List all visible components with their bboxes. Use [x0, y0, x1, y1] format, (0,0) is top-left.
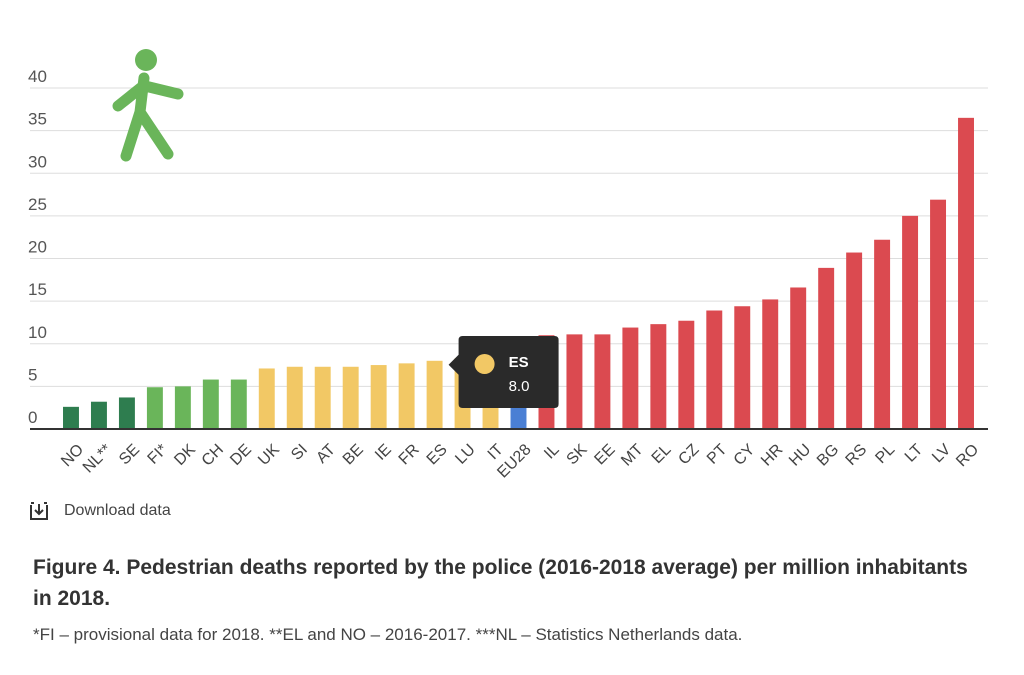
- bar-lt[interactable]: [902, 215, 919, 429]
- bar-hu[interactable]: [790, 287, 807, 429]
- y-axis-tick-labels: 0 5 10 15 20 25 30 35 40: [28, 67, 47, 427]
- tooltip: ES 8.0: [448, 336, 559, 408]
- bar-bg[interactable]: [818, 267, 835, 429]
- x-tick-label: AT: [313, 441, 339, 467]
- x-tick-label: BG: [814, 441, 842, 469]
- x-tick-label: NL**: [80, 441, 115, 476]
- download-data-button[interactable]: Download data: [28, 500, 171, 522]
- download-icon: [30, 502, 48, 520]
- x-tick-label: FR: [396, 441, 423, 468]
- bar-dk[interactable]: [174, 386, 191, 429]
- bar-rs[interactable]: [846, 252, 863, 429]
- bar-ie[interactable]: [370, 365, 387, 429]
- x-tick-label: LU: [452, 441, 478, 467]
- bar-nl[interactable]: [90, 401, 107, 429]
- x-tick-label: EL: [649, 441, 675, 467]
- x-tick-label: SI: [288, 441, 311, 464]
- x-tick-label: ES: [424, 441, 451, 468]
- x-tick-label: HU: [786, 441, 814, 469]
- bar-be[interactable]: [342, 366, 359, 429]
- bar-ch[interactable]: [202, 379, 219, 429]
- bar-hr[interactable]: [762, 299, 779, 429]
- x-tick-label: EE: [591, 441, 618, 468]
- y-tick-label: 25: [28, 195, 47, 214]
- x-tick-label: MT: [618, 441, 647, 470]
- x-tick-label: IL: [541, 441, 563, 463]
- y-tick-label: 30: [28, 152, 47, 171]
- x-tick-label: IE: [372, 441, 395, 464]
- bar-el[interactable]: [650, 324, 667, 429]
- bar-si[interactable]: [286, 366, 303, 429]
- x-tick-label: RS: [843, 441, 871, 469]
- bar-es[interactable]: [426, 360, 443, 429]
- bar-lv[interactable]: [930, 199, 947, 429]
- bar-cy[interactable]: [734, 306, 751, 429]
- y-tick-label: 35: [28, 110, 47, 129]
- bar-sk[interactable]: [566, 334, 583, 429]
- x-tick-label: FI*: [145, 441, 171, 467]
- figure-footnote: *FI – provisional data for 2018. **EL an…: [33, 625, 743, 644]
- bar-uk[interactable]: [258, 368, 275, 429]
- bar-ro[interactable]: [958, 117, 974, 430]
- bar-at[interactable]: [314, 366, 331, 429]
- y-tick-label: 0: [28, 408, 37, 427]
- x-tick-label: RO: [953, 441, 982, 470]
- x-tick-label: SK: [564, 441, 591, 468]
- bar-fr[interactable]: [398, 363, 415, 429]
- y-tick-label: 40: [28, 67, 47, 86]
- y-tick-label: 15: [28, 280, 47, 299]
- pedestrian-icon: [112, 49, 184, 162]
- bar-pl[interactable]: [874, 239, 891, 429]
- bar-se[interactable]: [118, 397, 135, 429]
- x-tick-label: UK: [255, 441, 283, 469]
- figure-caption: Figure 4. Pedestrian deaths reported by …: [33, 556, 968, 610]
- x-tick-label: LT: [902, 441, 927, 466]
- tooltip-box: [448, 336, 559, 408]
- bar-no[interactable]: [63, 406, 79, 429]
- y-tick-label: 10: [28, 323, 47, 342]
- bar-ee[interactable]: [594, 334, 611, 429]
- tooltip-marker: [474, 354, 495, 374]
- x-tick-label: DE: [227, 441, 255, 469]
- bar-cz[interactable]: [678, 320, 695, 429]
- x-tick-label: BE: [340, 441, 367, 468]
- y-tick-label: 20: [28, 238, 47, 257]
- grid-lines: [30, 87, 988, 387]
- x-tick-label: LV: [929, 441, 954, 466]
- x-tick-label: CH: [199, 441, 227, 469]
- x-tick-label: CZ: [675, 441, 702, 468]
- tooltip-category: ES: [509, 354, 529, 371]
- x-tick-label: PL: [872, 441, 898, 467]
- x-tick-label: DK: [171, 441, 199, 469]
- x-tick-label: SE: [116, 441, 143, 468]
- bar-mt[interactable]: [622, 327, 639, 429]
- x-tick-label: CY: [731, 441, 759, 469]
- bar-fi[interactable]: [146, 387, 163, 429]
- x-tick-label: HR: [758, 441, 786, 469]
- x-tick-label: PT: [704, 441, 731, 468]
- bar-pt[interactable]: [706, 310, 723, 429]
- bar-de[interactable]: [230, 379, 247, 429]
- y-tick-label: 5: [28, 365, 37, 384]
- download-label: Download data: [64, 502, 171, 519]
- tooltip-value: 8.0: [509, 378, 530, 395]
